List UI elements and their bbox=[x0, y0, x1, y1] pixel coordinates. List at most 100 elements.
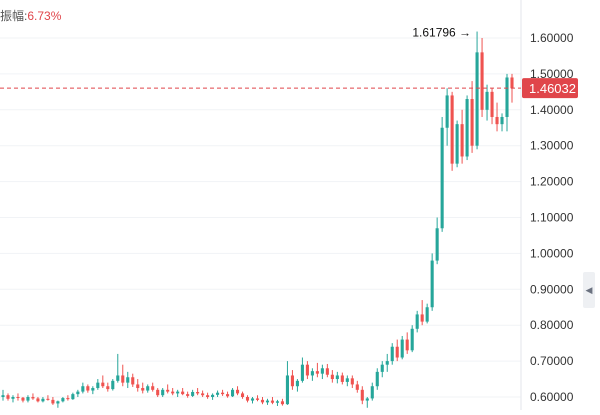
candle bbox=[320, 364, 324, 380]
candle-body bbox=[500, 116, 504, 125]
candle-body bbox=[265, 400, 270, 403]
candle-body bbox=[410, 328, 414, 351]
candle bbox=[176, 389, 180, 397]
candle bbox=[51, 397, 55, 405]
candle bbox=[211, 393, 215, 400]
candle bbox=[265, 398, 270, 405]
candle-body bbox=[6, 395, 10, 399]
candle-body bbox=[380, 364, 384, 372]
candle-body bbox=[480, 52, 484, 110]
candle bbox=[31, 393, 35, 400]
candle bbox=[21, 397, 25, 403]
price-axis[interactable]: 0.60000 0.70000 0.80000 0.90000 1.00000 1.100… bbox=[520, 0, 574, 410]
candle bbox=[440, 116, 444, 232]
candle bbox=[330, 370, 334, 383]
y-tick-label: 1.00000 bbox=[530, 246, 574, 260]
candle bbox=[86, 384, 90, 393]
candle bbox=[111, 379, 115, 391]
candle-body bbox=[325, 368, 329, 375]
candle bbox=[106, 382, 110, 392]
candle bbox=[166, 384, 170, 394]
candle-body bbox=[66, 398, 70, 400]
candle-body bbox=[211, 394, 215, 397]
candle bbox=[290, 370, 294, 390]
candle bbox=[221, 389, 225, 396]
candle-body bbox=[330, 374, 334, 380]
candle-body bbox=[390, 346, 394, 362]
candle-body bbox=[245, 397, 250, 401]
candle bbox=[216, 390, 220, 397]
candle bbox=[495, 102, 499, 132]
chevron-left-icon[interactable]: ◀ bbox=[583, 272, 595, 308]
candle bbox=[355, 380, 359, 393]
candle bbox=[141, 382, 145, 394]
candle bbox=[360, 386, 364, 405]
candle bbox=[61, 397, 65, 403]
candle-body bbox=[285, 375, 289, 405]
candle-body bbox=[126, 377, 130, 383]
candle-body bbox=[295, 380, 299, 387]
candle bbox=[91, 386, 95, 395]
candle-body bbox=[400, 339, 404, 358]
candle bbox=[350, 375, 354, 389]
candle bbox=[445, 88, 449, 146]
current-price-tag bbox=[522, 78, 578, 99]
candle bbox=[325, 363, 329, 378]
candle bbox=[26, 395, 30, 403]
candle-body bbox=[1, 395, 5, 397]
candle bbox=[6, 393, 10, 401]
candle bbox=[385, 353, 389, 372]
candle-body bbox=[96, 382, 100, 389]
candle bbox=[300, 357, 304, 383]
candle bbox=[410, 325, 414, 353]
candle-body bbox=[26, 397, 30, 401]
candle bbox=[345, 375, 349, 387]
candle-body bbox=[255, 398, 260, 400]
y-tick-label: 1.20000 bbox=[530, 175, 574, 189]
candle-body bbox=[151, 386, 155, 390]
candle-body bbox=[71, 394, 75, 400]
candle-body bbox=[440, 127, 444, 229]
candle bbox=[425, 303, 429, 324]
y-tick-label: 1.40000 bbox=[530, 103, 574, 117]
candle bbox=[56, 400, 60, 408]
candle bbox=[131, 373, 135, 387]
candle bbox=[415, 310, 419, 333]
candle bbox=[161, 388, 165, 397]
candle-body bbox=[81, 386, 85, 392]
candle bbox=[66, 395, 70, 401]
candle bbox=[285, 361, 289, 405]
candle bbox=[171, 388, 175, 396]
candle bbox=[405, 332, 409, 354]
high-marker-label: 1.61796 → bbox=[412, 26, 471, 40]
candle-body bbox=[305, 364, 309, 376]
candle-body bbox=[335, 375, 339, 380]
candle bbox=[76, 389, 80, 397]
y-tick-label: 1.50000 bbox=[530, 67, 574, 81]
candle-body bbox=[46, 398, 50, 400]
y-tick-label: 1.60000 bbox=[530, 31, 574, 45]
candle bbox=[231, 388, 235, 397]
candle bbox=[126, 371, 130, 389]
candle-body bbox=[375, 371, 379, 387]
candle bbox=[490, 88, 494, 125]
candle-body bbox=[450, 95, 454, 164]
candle-body bbox=[171, 391, 175, 394]
candle-body bbox=[36, 398, 40, 402]
candle-body bbox=[136, 384, 140, 389]
candle-body bbox=[455, 124, 459, 164]
change-label: 振幅: bbox=[0, 9, 28, 23]
candle bbox=[435, 217, 439, 265]
candle bbox=[41, 397, 45, 403]
candle-body bbox=[166, 389, 170, 392]
candle-body bbox=[196, 391, 200, 394]
candle bbox=[505, 73, 509, 132]
candle-body bbox=[41, 398, 45, 402]
candle bbox=[455, 120, 459, 168]
candle bbox=[275, 399, 280, 406]
candle bbox=[186, 391, 190, 398]
candle bbox=[245, 395, 250, 403]
candle bbox=[465, 95, 469, 161]
